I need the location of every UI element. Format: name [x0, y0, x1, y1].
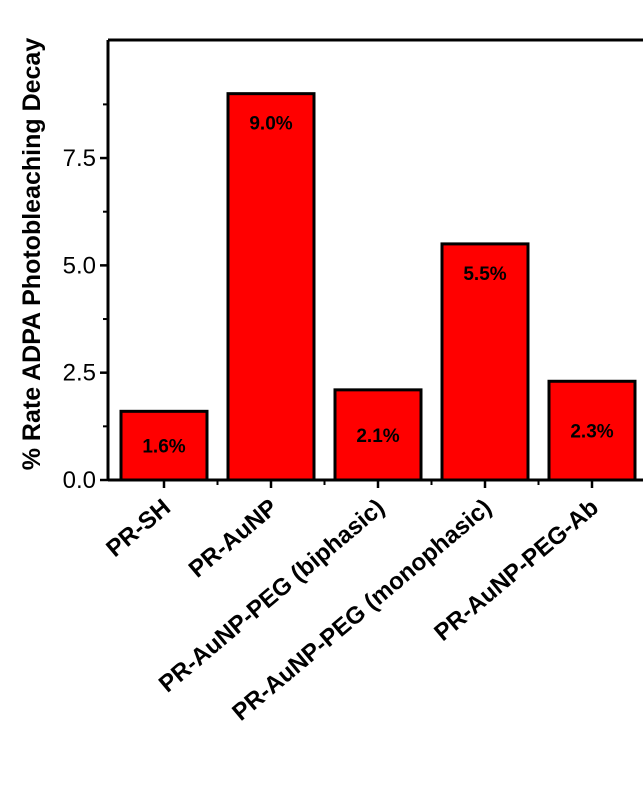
bar-2: [333, 388, 423, 482]
data-label-2: 2.1%: [356, 426, 399, 447]
data-label-4: 2.3%: [570, 422, 613, 443]
y-tick-label-1: 2.5: [63, 360, 96, 387]
bar-1: [226, 92, 316, 482]
bars: [119, 92, 637, 482]
x-tick-label-0: PR-SH: [101, 494, 176, 563]
y-tick-label-3: 7.5: [63, 145, 96, 172]
data-labels: 1.6% 9.0% 2.1% 5.5% 2.3%: [142, 114, 613, 458]
y-axis-title: % Rate ADPA Photobleaching Decay: [18, 38, 46, 471]
bar-0: [119, 409, 209, 482]
bar-3: [440, 242, 530, 482]
data-label-3: 5.5%: [463, 264, 506, 285]
y-tick-label-2: 5.0: [63, 252, 96, 279]
data-label-1: 9.0%: [249, 114, 292, 135]
y-tick-label-0: 0.0: [63, 467, 96, 494]
x-tick-label-1: PR-AuNP: [184, 494, 283, 583]
data-label-0: 1.6%: [142, 437, 185, 458]
